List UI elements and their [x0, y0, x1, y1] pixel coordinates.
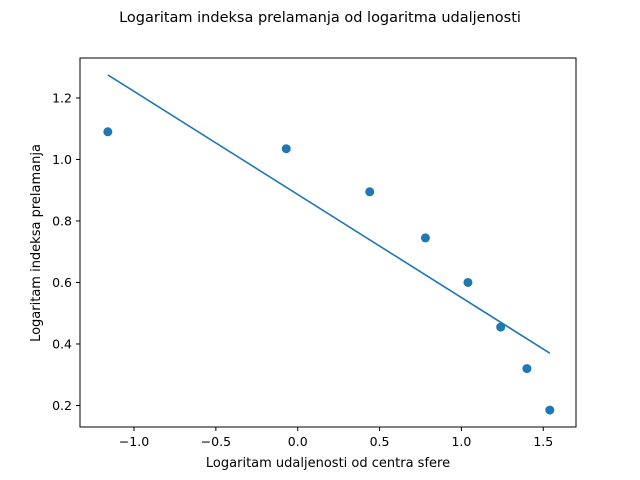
data-point [281, 144, 291, 154]
y-tick-label: 0.8 [52, 213, 72, 228]
x-tick-label: −1.0 [119, 434, 149, 449]
x-tick-label: 0.5 [370, 434, 390, 449]
x-tick-label: −0.5 [201, 434, 231, 449]
y-tick-label: 0.6 [52, 275, 72, 290]
data-point [545, 405, 555, 415]
x-tick-label: 1.5 [533, 434, 553, 449]
data-point [365, 187, 375, 197]
plot-area: −1.0 −0.5 0.0 0.5 1.0 1.5 0.2 0.4 0.6 0.8 1.0 1.2 [52, 57, 577, 449]
x-tick-label: 1.0 [451, 434, 471, 449]
y-tick-label: 0.2 [52, 398, 72, 413]
fit-line [107, 74, 551, 354]
y-tick-label: 1.0 [52, 152, 72, 167]
chart-title: Logaritam indeksa prelamanja od logaritm… [119, 10, 521, 26]
y-tick-label: 0.4 [52, 336, 72, 351]
data-point [522, 364, 532, 374]
y-axis-label: Logaritam indeksa prelamanja [29, 144, 44, 342]
x-tick-label: 0.0 [288, 434, 308, 449]
data-point [463, 277, 473, 287]
data-point [420, 233, 430, 243]
data-point [103, 127, 113, 137]
x-axis-label: Logaritam udaljenosti od centra sfere [206, 456, 450, 471]
y-tick-label: 1.2 [52, 90, 72, 105]
axes-frame [79, 57, 577, 428]
data-point [496, 322, 506, 332]
